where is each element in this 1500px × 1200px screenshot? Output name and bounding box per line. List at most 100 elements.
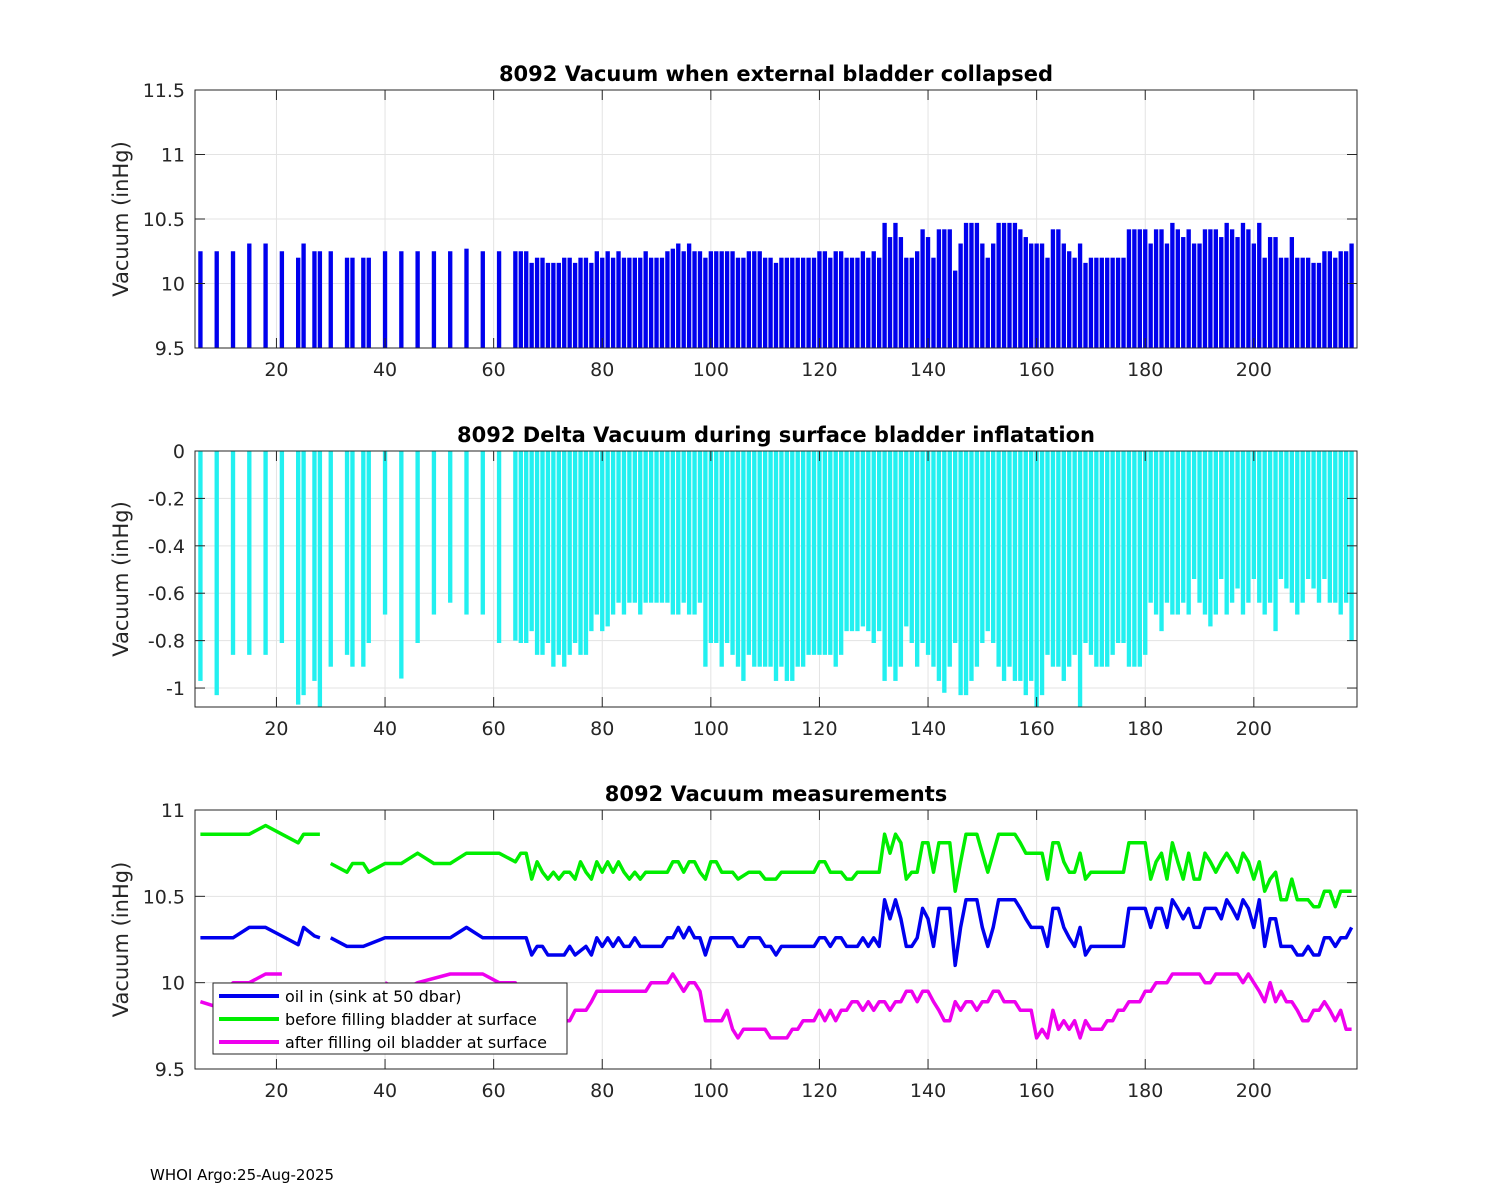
bar <box>1077 243 1083 348</box>
bar <box>920 451 925 643</box>
x-tick-label: 120 <box>801 359 837 381</box>
bar <box>1219 451 1224 579</box>
bar <box>1153 451 1159 615</box>
bar <box>1164 243 1170 348</box>
bar <box>540 257 545 348</box>
legend-label: oil in (sink at 50 dbar) <box>285 987 462 1006</box>
bar <box>887 451 893 667</box>
bar <box>676 243 681 348</box>
bar <box>464 248 469 348</box>
bar <box>795 257 800 348</box>
x-tick-label: 100 <box>693 718 729 740</box>
bar <box>963 222 969 348</box>
axes-frame <box>194 809 1358 1070</box>
bar <box>1251 451 1257 579</box>
bar <box>724 251 730 348</box>
bar <box>382 251 388 348</box>
bar <box>1018 229 1023 348</box>
x-tick-label: 60 <box>482 1080 506 1102</box>
bar <box>415 451 420 643</box>
bar <box>855 451 860 632</box>
bar <box>1121 257 1126 348</box>
bar <box>1316 451 1322 603</box>
bar <box>1197 243 1202 348</box>
bar <box>605 251 610 348</box>
bar <box>1159 229 1164 348</box>
bar <box>583 451 589 655</box>
bar <box>985 451 990 632</box>
data-marks <box>199 823 1354 1040</box>
y-tick-label: 9.5 <box>155 1059 185 1081</box>
bar <box>361 257 366 348</box>
bar <box>762 257 768 348</box>
bar <box>1333 257 1338 348</box>
bar <box>1045 451 1050 655</box>
bar <box>317 451 323 707</box>
bar <box>1181 237 1186 348</box>
bar <box>996 451 1001 667</box>
bar <box>898 451 904 667</box>
bar <box>1012 222 1018 348</box>
bar <box>1333 451 1338 603</box>
bar <box>898 237 904 348</box>
bar <box>974 451 980 667</box>
bar <box>638 257 643 348</box>
bar <box>567 451 572 655</box>
bar <box>317 251 323 348</box>
bar <box>773 262 779 348</box>
bar <box>214 251 219 348</box>
bar <box>871 251 876 348</box>
bar <box>263 243 268 348</box>
bar <box>1305 257 1311 348</box>
bar <box>686 451 692 615</box>
bar <box>659 257 665 348</box>
series-line-2 <box>200 823 320 845</box>
bar <box>1213 451 1218 615</box>
series-line-1 <box>329 898 1354 968</box>
bar <box>904 257 909 348</box>
bar <box>1023 451 1028 696</box>
bar <box>1251 243 1257 348</box>
y-tick-label: -1 <box>166 678 185 700</box>
bar <box>844 257 849 348</box>
bar <box>1132 451 1137 667</box>
bar <box>931 451 936 667</box>
bar <box>578 257 583 348</box>
bar <box>1077 451 1083 707</box>
x-tick-label: 40 <box>373 718 397 740</box>
bar <box>980 451 985 643</box>
x-tick-label: 200 <box>1236 718 1272 740</box>
bar <box>1316 262 1322 348</box>
bar <box>295 451 301 705</box>
bar <box>513 251 518 348</box>
data-marks <box>198 222 1354 348</box>
bar <box>735 257 741 348</box>
bar <box>692 251 697 348</box>
bar <box>735 451 741 667</box>
bar <box>757 451 762 667</box>
bar <box>1001 451 1007 681</box>
bar <box>1343 451 1349 603</box>
bar <box>518 451 523 643</box>
bar <box>1099 451 1104 667</box>
bar <box>849 257 855 348</box>
bar <box>344 451 350 655</box>
bar <box>654 257 659 348</box>
bar <box>1056 229 1061 348</box>
bar <box>567 257 572 348</box>
chart-1: 20 40 60 80 100 120 140 160 180 200 9.5 10 10.5 11 11.… <box>109 62 1358 381</box>
bar <box>361 451 366 667</box>
bar <box>822 251 828 348</box>
bar <box>790 451 795 681</box>
bar <box>817 251 822 348</box>
bar <box>1219 237 1224 348</box>
y-tick-label: 11 <box>161 145 185 167</box>
bar <box>1137 451 1142 667</box>
series-line-2 <box>329 832 1352 909</box>
bar <box>350 257 355 348</box>
bar <box>1007 451 1012 667</box>
bar <box>991 451 996 643</box>
y-tick-label: 10.5 <box>143 209 185 231</box>
bar <box>920 229 925 348</box>
bar <box>942 451 947 693</box>
